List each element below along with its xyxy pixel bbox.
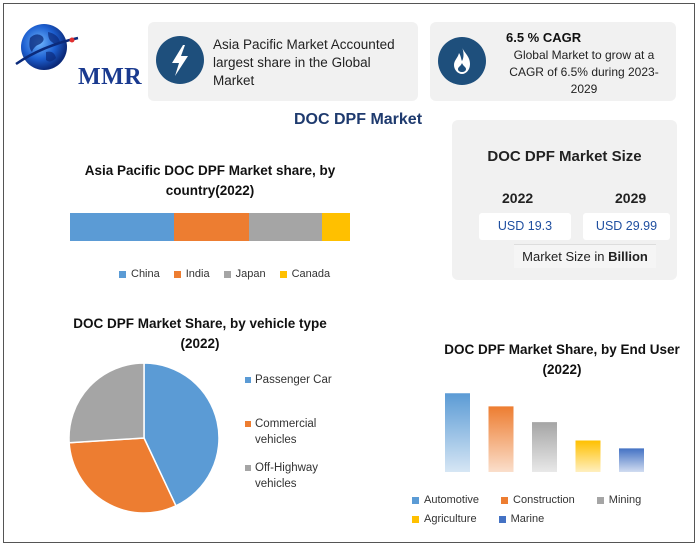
year-2022-label: 2022 — [502, 190, 534, 206]
legend-label: Marine — [510, 513, 545, 525]
bar-automotive — [445, 393, 470, 472]
legend-item-automotive: Automotive — [412, 494, 479, 506]
legend-item-agriculture: Agriculture — [412, 513, 477, 525]
legend-swatch — [245, 465, 251, 471]
enduser-legend-row-2: Agriculture Marine — [412, 513, 566, 525]
legend-label: Automotive — [424, 494, 480, 506]
page-title: DOC DPF Market — [294, 111, 423, 128]
legend-item-canada: Canada — [279, 268, 331, 280]
legend-swatch — [412, 496, 419, 504]
stack-segment-canada — [322, 213, 350, 241]
market-value-2022: USD 19.3 — [479, 213, 571, 240]
cagr-heading: 6.5 % CAGR — [506, 30, 582, 45]
legend-swatch — [279, 270, 287, 278]
flame-icon — [438, 37, 486, 85]
legend-item-construction: Construction — [501, 494, 575, 506]
globe-icon — [15, 24, 79, 70]
highlight-card-cagr: 6.5 % CAGR Global Market to grow at a CA… — [430, 22, 676, 101]
legend-item-marine: Marine — [498, 513, 545, 525]
legend-item-off-highway-vehicles: Off-Highway vehicles — [245, 460, 335, 492]
legend-item-commercial-vehicles: Commercial vehicles — [245, 416, 335, 448]
stack-segment-india — [173, 213, 250, 241]
legend-item-japan: Japan — [223, 268, 266, 280]
legend-label: Canada — [291, 268, 331, 280]
infographic-frame — [3, 3, 695, 543]
note-unit: Billion — [608, 249, 648, 264]
legend-label: Off-Highway vehicles — [255, 462, 319, 490]
legend-label: India — [185, 268, 210, 280]
mmr-logo: MMR — [12, 20, 142, 90]
bar-agriculture — [575, 440, 601, 472]
legend-swatch — [245, 377, 251, 383]
bar-marine — [619, 448, 644, 472]
cagr-text: Global Market to grow at a CAGR of 6.5% … — [509, 48, 659, 96]
country-chart-title: Asia Pacific DOC DPF Market share, by co… — [84, 163, 336, 198]
bar-construction — [488, 406, 514, 472]
legend-label: Construction — [513, 494, 575, 506]
legend-item-mining: Mining — [596, 494, 642, 506]
legend-label: Commercial vehicles — [255, 418, 317, 446]
pie-slice-commercial-vehicles — [68, 437, 177, 514]
lightning-bolt-icon — [156, 36, 204, 84]
enduser-chart-title: DOC DPF Market Share, by End User (2022) — [444, 342, 680, 377]
pie-slice-passenger-car — [143, 362, 220, 507]
market-value-2029: USD 29.99 — [583, 213, 670, 240]
vehicle-chart-title: DOC DPF Market Share, by vehicle type (2… — [73, 316, 327, 351]
note-prefix: Market Size in — [522, 249, 609, 264]
legend-label: Agriculture — [424, 513, 477, 525]
country-legend: China India Japan Canada — [119, 268, 344, 280]
legend-swatch — [412, 515, 419, 523]
legend-item-china: China — [119, 268, 160, 280]
logo-text: MMR — [78, 64, 143, 90]
bar-mining — [532, 422, 557, 472]
highlight-text: Asia Pacific Market Accounted largest sh… — [213, 37, 395, 88]
year-2029-label: 2029 — [615, 190, 647, 206]
legend-label: China — [131, 268, 160, 280]
legend-swatch — [596, 496, 604, 504]
legend-label: Japan — [235, 268, 266, 280]
legend-swatch — [119, 270, 126, 278]
legend-label: Mining — [608, 494, 642, 506]
country-stacked-bar — [70, 213, 350, 241]
enduser-bar-chart — [445, 393, 644, 472]
legend-swatch — [223, 270, 231, 278]
legend-item-passenger-car: Passenger Car — [245, 372, 335, 388]
highlight-card-asia-pacific: Asia Pacific Market Accounted largest sh… — [148, 22, 418, 101]
stack-segment-china — [70, 213, 174, 241]
market-size-note: Market Size in Billion — [514, 244, 656, 268]
stack-segment-japan — [249, 213, 322, 241]
vehicle-pie-chart — [68, 362, 220, 514]
legend-swatch — [501, 496, 509, 504]
enduser-legend-row-1: Automotive Construction Mining — [412, 494, 641, 506]
market-size-title: DOC DPF Market Size — [487, 148, 642, 165]
legend-label: Passenger Car — [255, 374, 332, 386]
legend-swatch — [498, 515, 506, 523]
pie-slice-off-highway-vehicles — [68, 362, 145, 444]
legend-swatch — [245, 421, 251, 427]
legend-swatch — [173, 270, 181, 278]
legend-item-india: India — [173, 268, 210, 280]
market-size-card: DOC DPF Market Size 2022 2029 USD 19.3 U… — [452, 120, 677, 280]
